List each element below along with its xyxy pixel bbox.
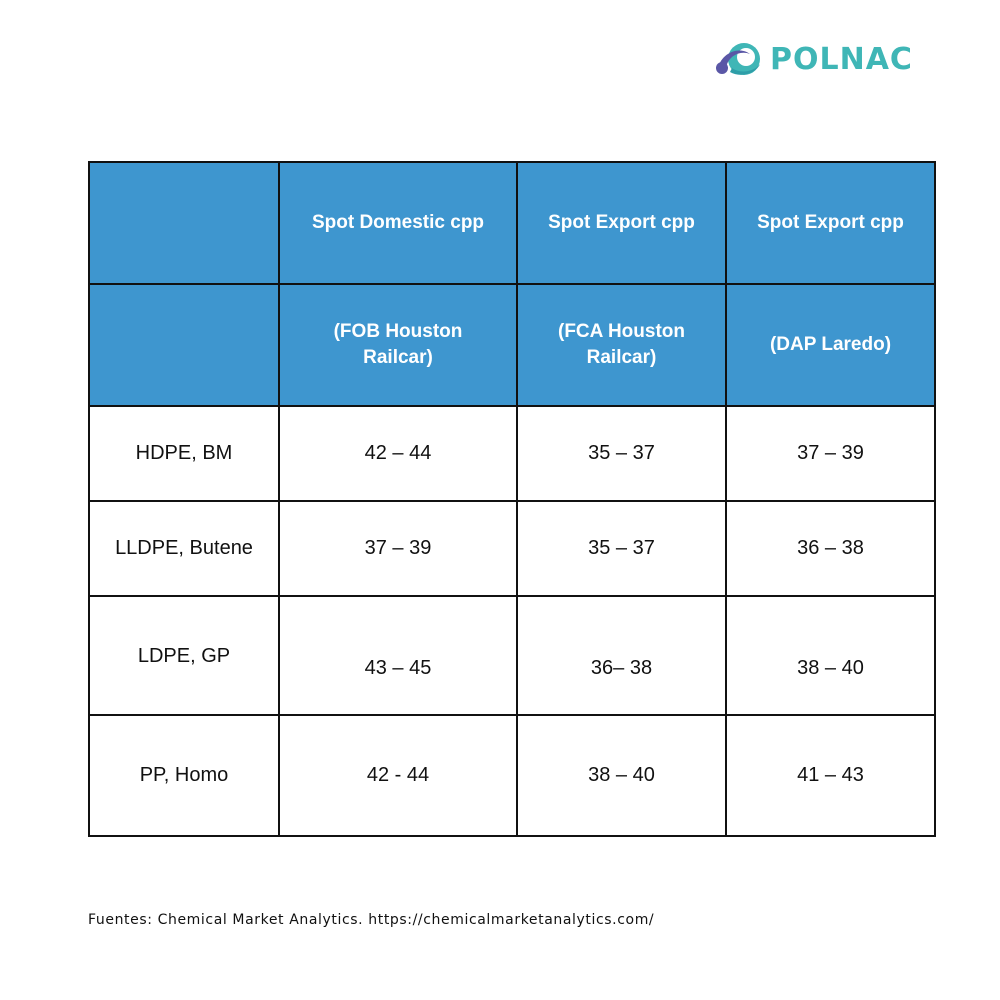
polnac-logo: POLNAC xyxy=(710,38,913,82)
price-cell: 35 – 37 xyxy=(516,500,727,597)
header-row: Spot Domestic cpp Spot Export cpp Spot E… xyxy=(88,161,936,285)
subheader-cell: (FOB Houston Railcar) xyxy=(278,283,518,407)
header-label: Spot Export cpp xyxy=(757,212,904,233)
price-cell: 37 – 39 xyxy=(725,405,936,502)
polnac-swirl-logo-icon xyxy=(716,43,760,75)
product-cell: LLDPE, Butene xyxy=(88,500,280,597)
product-cell: HDPE, BM xyxy=(88,405,280,502)
header-label: Spot Domestic cpp xyxy=(311,212,485,233)
header-cell: Spot Domestic cpp xyxy=(278,161,518,285)
price-cell: 37 – 39 xyxy=(278,500,518,597)
header-cell: Spot Export cpp xyxy=(725,161,936,285)
subheader-cell: (DAP Laredo) xyxy=(725,283,936,407)
subheader-label: (FOB Houston Railcar) xyxy=(333,321,463,368)
source-citation: Fuentes: Chemical Market Analytics. http… xyxy=(88,912,655,928)
price-cell: 42 – 44 xyxy=(278,405,518,502)
subheader-label: (DAP Laredo) xyxy=(769,334,892,355)
price-cell: 38 – 40 xyxy=(725,595,936,716)
price-cell: 36 – 38 xyxy=(725,500,936,597)
product-cell: LDPE, GP xyxy=(88,595,280,716)
price-cell: 38 – 40 xyxy=(516,714,727,837)
price-cell: 42 - 44 xyxy=(278,714,518,837)
subheader-cell: (FCA Houston Railcar) xyxy=(516,283,727,407)
table-row: PP, Homo 42 - 44 38 – 40 41 – 43 xyxy=(88,714,936,837)
table-row: HDPE, BM 42 – 44 35 – 37 37 – 39 xyxy=(88,405,936,502)
price-cell: 36– 38 xyxy=(516,595,727,716)
brand-name: POLNAC xyxy=(770,42,913,77)
header-cell-empty xyxy=(88,161,280,285)
price-table: Spot Domestic cpp Spot Export cpp Spot E… xyxy=(88,161,936,837)
subheader-cell-empty xyxy=(88,283,280,407)
price-cell: 43 – 45 xyxy=(278,595,518,716)
price-cell: 35 – 37 xyxy=(516,405,727,502)
table-row: LLDPE, Butene 37 – 39 35 – 37 36 – 38 xyxy=(88,500,936,597)
header-label: Spot Export cpp xyxy=(548,212,695,233)
header-cell: Spot Export cpp xyxy=(516,161,727,285)
product-cell: PP, Homo xyxy=(88,714,280,837)
table-row: LDPE, GP 43 – 45 36– 38 38 – 40 xyxy=(88,595,936,716)
subheader-row: (FOB Houston Railcar) (FCA Houston Railc… xyxy=(88,283,936,407)
price-cell: 41 – 43 xyxy=(725,714,936,837)
subheader-label: (FCA Houston Railcar) xyxy=(558,321,685,368)
